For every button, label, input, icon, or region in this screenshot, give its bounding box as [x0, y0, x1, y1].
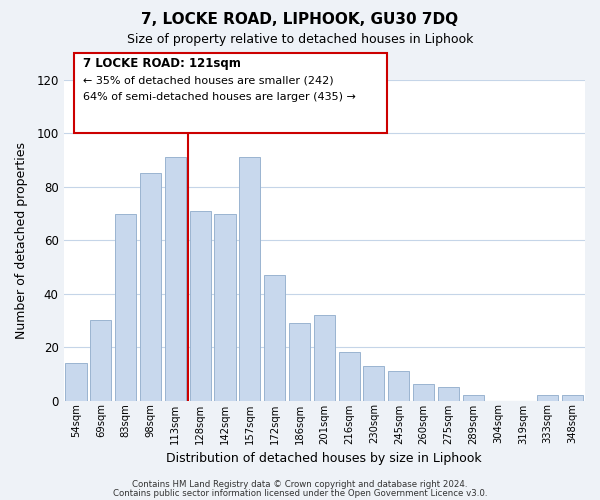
Bar	[239, 158, 260, 400]
Bar	[388, 371, 409, 400]
Text: 7, LOCKE ROAD, LIPHOOK, GU30 7DQ: 7, LOCKE ROAD, LIPHOOK, GU30 7DQ	[142, 12, 458, 28]
Bar	[413, 384, 434, 400]
X-axis label: Distribution of detached houses by size in Liphook: Distribution of detached houses by size …	[166, 452, 482, 465]
Bar	[115, 214, 136, 400]
Bar	[264, 275, 285, 400]
Bar	[90, 320, 112, 400]
Bar	[537, 395, 559, 400]
Text: Contains public sector information licensed under the Open Government Licence v3: Contains public sector information licen…	[113, 489, 487, 498]
Bar	[562, 395, 583, 400]
Text: Contains HM Land Registry data © Crown copyright and database right 2024.: Contains HM Land Registry data © Crown c…	[132, 480, 468, 489]
Text: 7 LOCKE ROAD: 121sqm: 7 LOCKE ROAD: 121sqm	[83, 56, 241, 70]
Bar	[140, 174, 161, 400]
Bar	[463, 395, 484, 400]
Bar	[438, 387, 459, 400]
Bar	[165, 158, 186, 400]
Bar	[364, 366, 385, 400]
Bar	[190, 211, 211, 400]
Text: 64% of semi-detached houses are larger (435) →: 64% of semi-detached houses are larger (…	[83, 92, 356, 102]
Bar	[314, 315, 335, 400]
Bar	[338, 352, 359, 401]
Bar	[289, 323, 310, 400]
Bar	[65, 363, 86, 401]
Bar	[214, 214, 236, 400]
Text: Size of property relative to detached houses in Liphook: Size of property relative to detached ho…	[127, 32, 473, 46]
Text: ← 35% of detached houses are smaller (242): ← 35% of detached houses are smaller (24…	[83, 76, 334, 86]
Y-axis label: Number of detached properties: Number of detached properties	[15, 142, 28, 339]
